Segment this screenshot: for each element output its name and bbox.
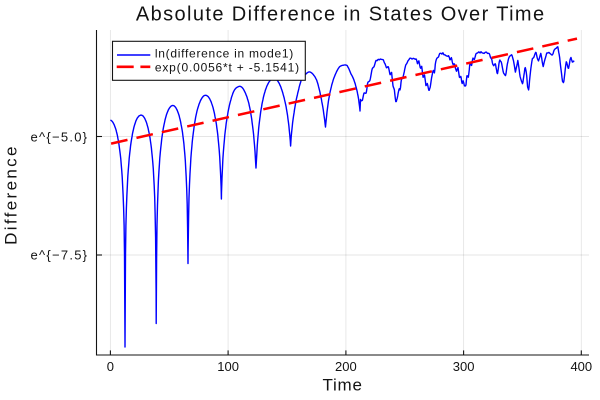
svg-text:400: 400 [570,359,592,374]
svg-text:200: 200 [335,359,357,374]
svg-text:ln(difference in mode1): ln(difference in mode1) [155,47,294,61]
svg-text:0: 0 [107,359,114,374]
svg-text:e^{−7.5}: e^{−7.5} [31,248,89,263]
svg-text:e^{−5.0}: e^{−5.0} [31,129,89,144]
svg-text:Time: Time [323,376,363,395]
svg-text:300: 300 [453,359,475,374]
svg-text:exp(0.0056*t + -5.1541): exp(0.0056*t + -5.1541) [155,61,300,75]
svg-text:Absolute Difference in States: Absolute Difference in States Over Time [136,3,546,25]
svg-text:Difference: Difference [1,144,20,245]
svg-text:100: 100 [217,359,239,374]
